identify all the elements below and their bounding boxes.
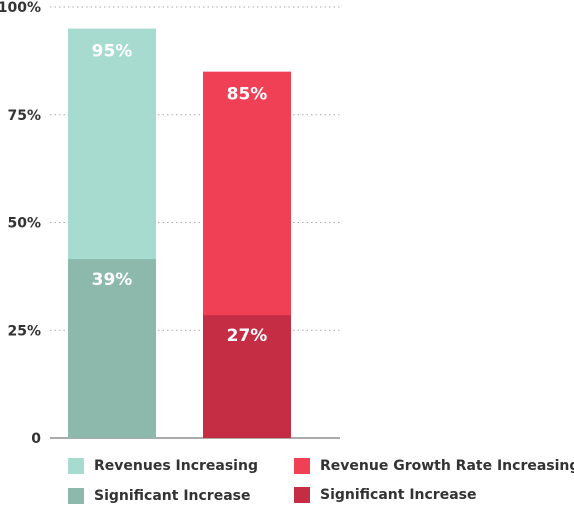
legend-label: Significant Increase [94,488,251,504]
legend: Revenues Increasing Revenue Growth Rate … [68,452,574,506]
legend-swatch [294,458,310,474]
y-tick-label: 25% [7,323,41,339]
bar-total-label: 85% [227,85,268,105]
legend-swatch [68,488,84,504]
y-tick-label: 0 [31,431,41,447]
legend-item-significant-increase-red: Significant Increase [294,485,476,505]
legend-swatch [68,458,84,474]
legend-swatch [294,487,310,503]
legend-label: Revenue Growth Rate Increasing [320,458,574,474]
legend-label: Significant Increase [320,487,477,503]
legend-item-revenues-increasing: Revenues Increasing [68,456,258,476]
y-tick-label: 50% [7,216,41,232]
bar-total-label: 95% [92,42,133,62]
bar-sub [203,315,291,438]
bar-sub-label: 39% [92,270,133,290]
y-tick-label: 75% [7,108,41,124]
legend-item-revenue-growth-rate-increasing: Revenue Growth Rate Increasing [294,456,574,476]
legend-item-significant-increase-green: Significant Increase [68,486,250,506]
legend-label: Revenues Increasing [94,458,258,474]
bar-sub [68,259,156,438]
bar-sub-label: 27% [227,326,268,346]
bar-chart: 0 25% 50% 75% 100% 95% 39% 85% 27% [0,0,340,447]
y-tick-label: 100% [0,0,41,16]
